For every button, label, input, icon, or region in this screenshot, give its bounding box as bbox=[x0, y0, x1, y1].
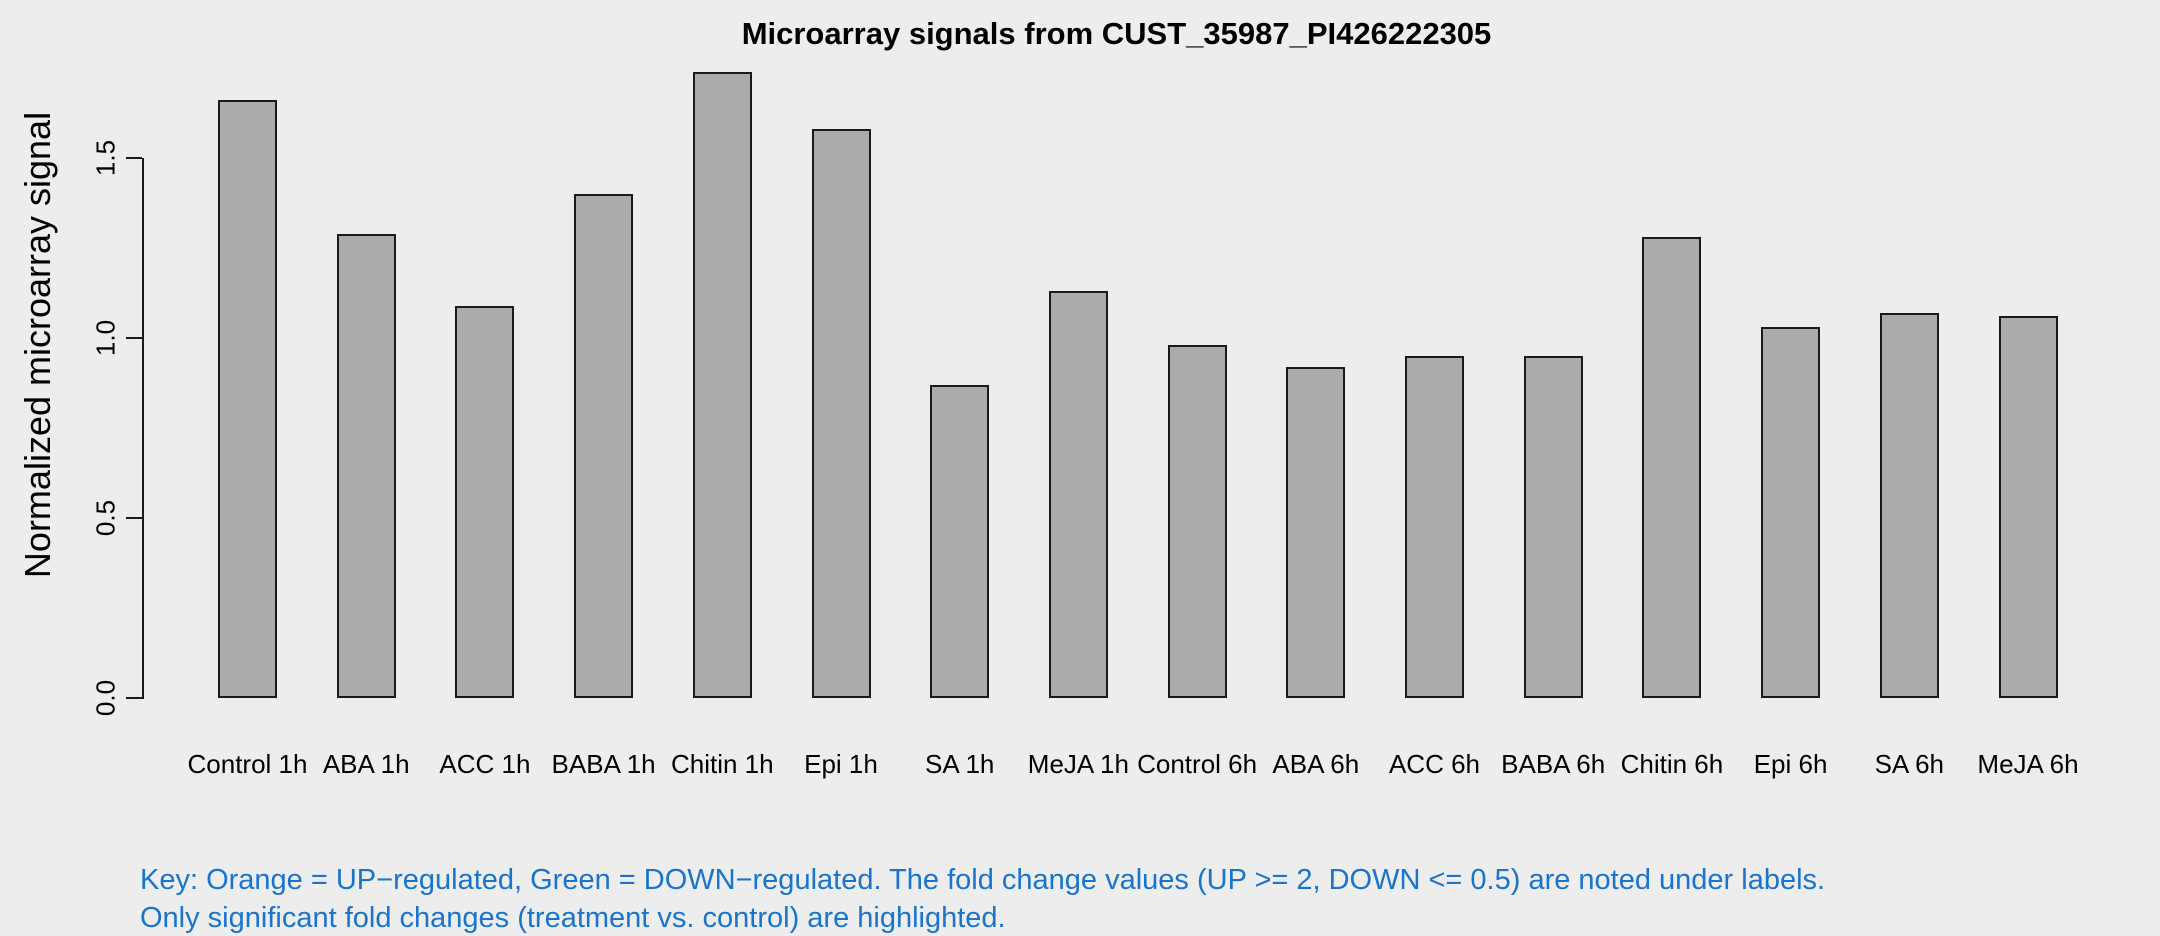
bar-aba-1h bbox=[336, 233, 396, 698]
y-tick-label-1.0: 1.0 bbox=[90, 319, 121, 357]
bar-acc-6h bbox=[1405, 356, 1464, 698]
bar-control-6h bbox=[1167, 345, 1227, 698]
bar-chitin-1h bbox=[692, 71, 752, 698]
x-tick-label-epi-6h: Epi 6h bbox=[1753, 749, 1828, 779]
y-tick-label-1.5: 1.5 bbox=[90, 139, 121, 177]
y-tick-label-0.5: 0.5 bbox=[90, 499, 121, 537]
bar-meja-6h bbox=[1998, 316, 2058, 698]
bar-epi-1h bbox=[811, 129, 871, 698]
x-tick-label-control-6h: Control 6h bbox=[1137, 749, 1258, 779]
x-tick-label-aba-6h: ABA 6h bbox=[1272, 749, 1360, 779]
x-tick-label-meja-6h: MeJA 6h bbox=[1977, 749, 2079, 779]
x-tick-label-baba-1h: BABA 1h bbox=[551, 749, 656, 779]
bar-acc-1h bbox=[455, 305, 515, 698]
y-axis-title: Normalized microarray signal bbox=[17, 111, 58, 579]
x-tick-label-aba-1h: ABA 1h bbox=[322, 749, 410, 779]
x-tick-label-acc-1h: ACC 1h bbox=[439, 749, 531, 779]
y-tick-0.5 bbox=[126, 517, 142, 519]
x-tick-label-sa-6h: SA 6h bbox=[1874, 749, 1944, 779]
x-tick-label-control-1h: Control 1h bbox=[187, 749, 308, 779]
y-tick-label-0.0: 0.0 bbox=[90, 679, 121, 717]
bar-baba-1h bbox=[574, 194, 634, 698]
y-tick-1.0 bbox=[126, 337, 142, 339]
bar-meja-1h bbox=[1048, 291, 1108, 698]
x-tick-label-acc-6h: ACC 6h bbox=[1388, 749, 1481, 779]
y-axis-line bbox=[142, 158, 144, 699]
x-tick-label-chitin-6h: Chitin 6h bbox=[1620, 749, 1724, 779]
x-tick-label-meja-1h: MeJA 1h bbox=[1027, 749, 1129, 779]
x-tick-label-chitin-1h: Chitin 1h bbox=[670, 749, 774, 779]
bar-sa-6h bbox=[1879, 312, 1939, 698]
bar-sa-1h bbox=[930, 384, 990, 698]
x-tick-label-baba-6h: BABA 6h bbox=[1501, 749, 1606, 779]
key-footnote-line-2: Only significant fold changes (treatment… bbox=[140, 902, 1006, 934]
x-tick-label-sa-1h: SA 1h bbox=[924, 749, 995, 779]
bar-aba-6h bbox=[1286, 366, 1346, 698]
x-tick-label-epi-1h: Epi 1h bbox=[804, 749, 878, 779]
bar-epi-6h bbox=[1761, 327, 1821, 698]
chart-title: Microarray signals from CUST_35987_PI426… bbox=[741, 16, 1492, 51]
bar-control-1h bbox=[218, 100, 277, 698]
key-footnote-line-1: Key: Orange = UP−regulated, Green = DOWN… bbox=[140, 864, 1826, 896]
bar-chitin-6h bbox=[1642, 237, 1702, 698]
bar-baba-6h bbox=[1523, 356, 1583, 698]
y-tick-0.0 bbox=[126, 697, 142, 699]
y-tick-1.5 bbox=[126, 157, 142, 159]
